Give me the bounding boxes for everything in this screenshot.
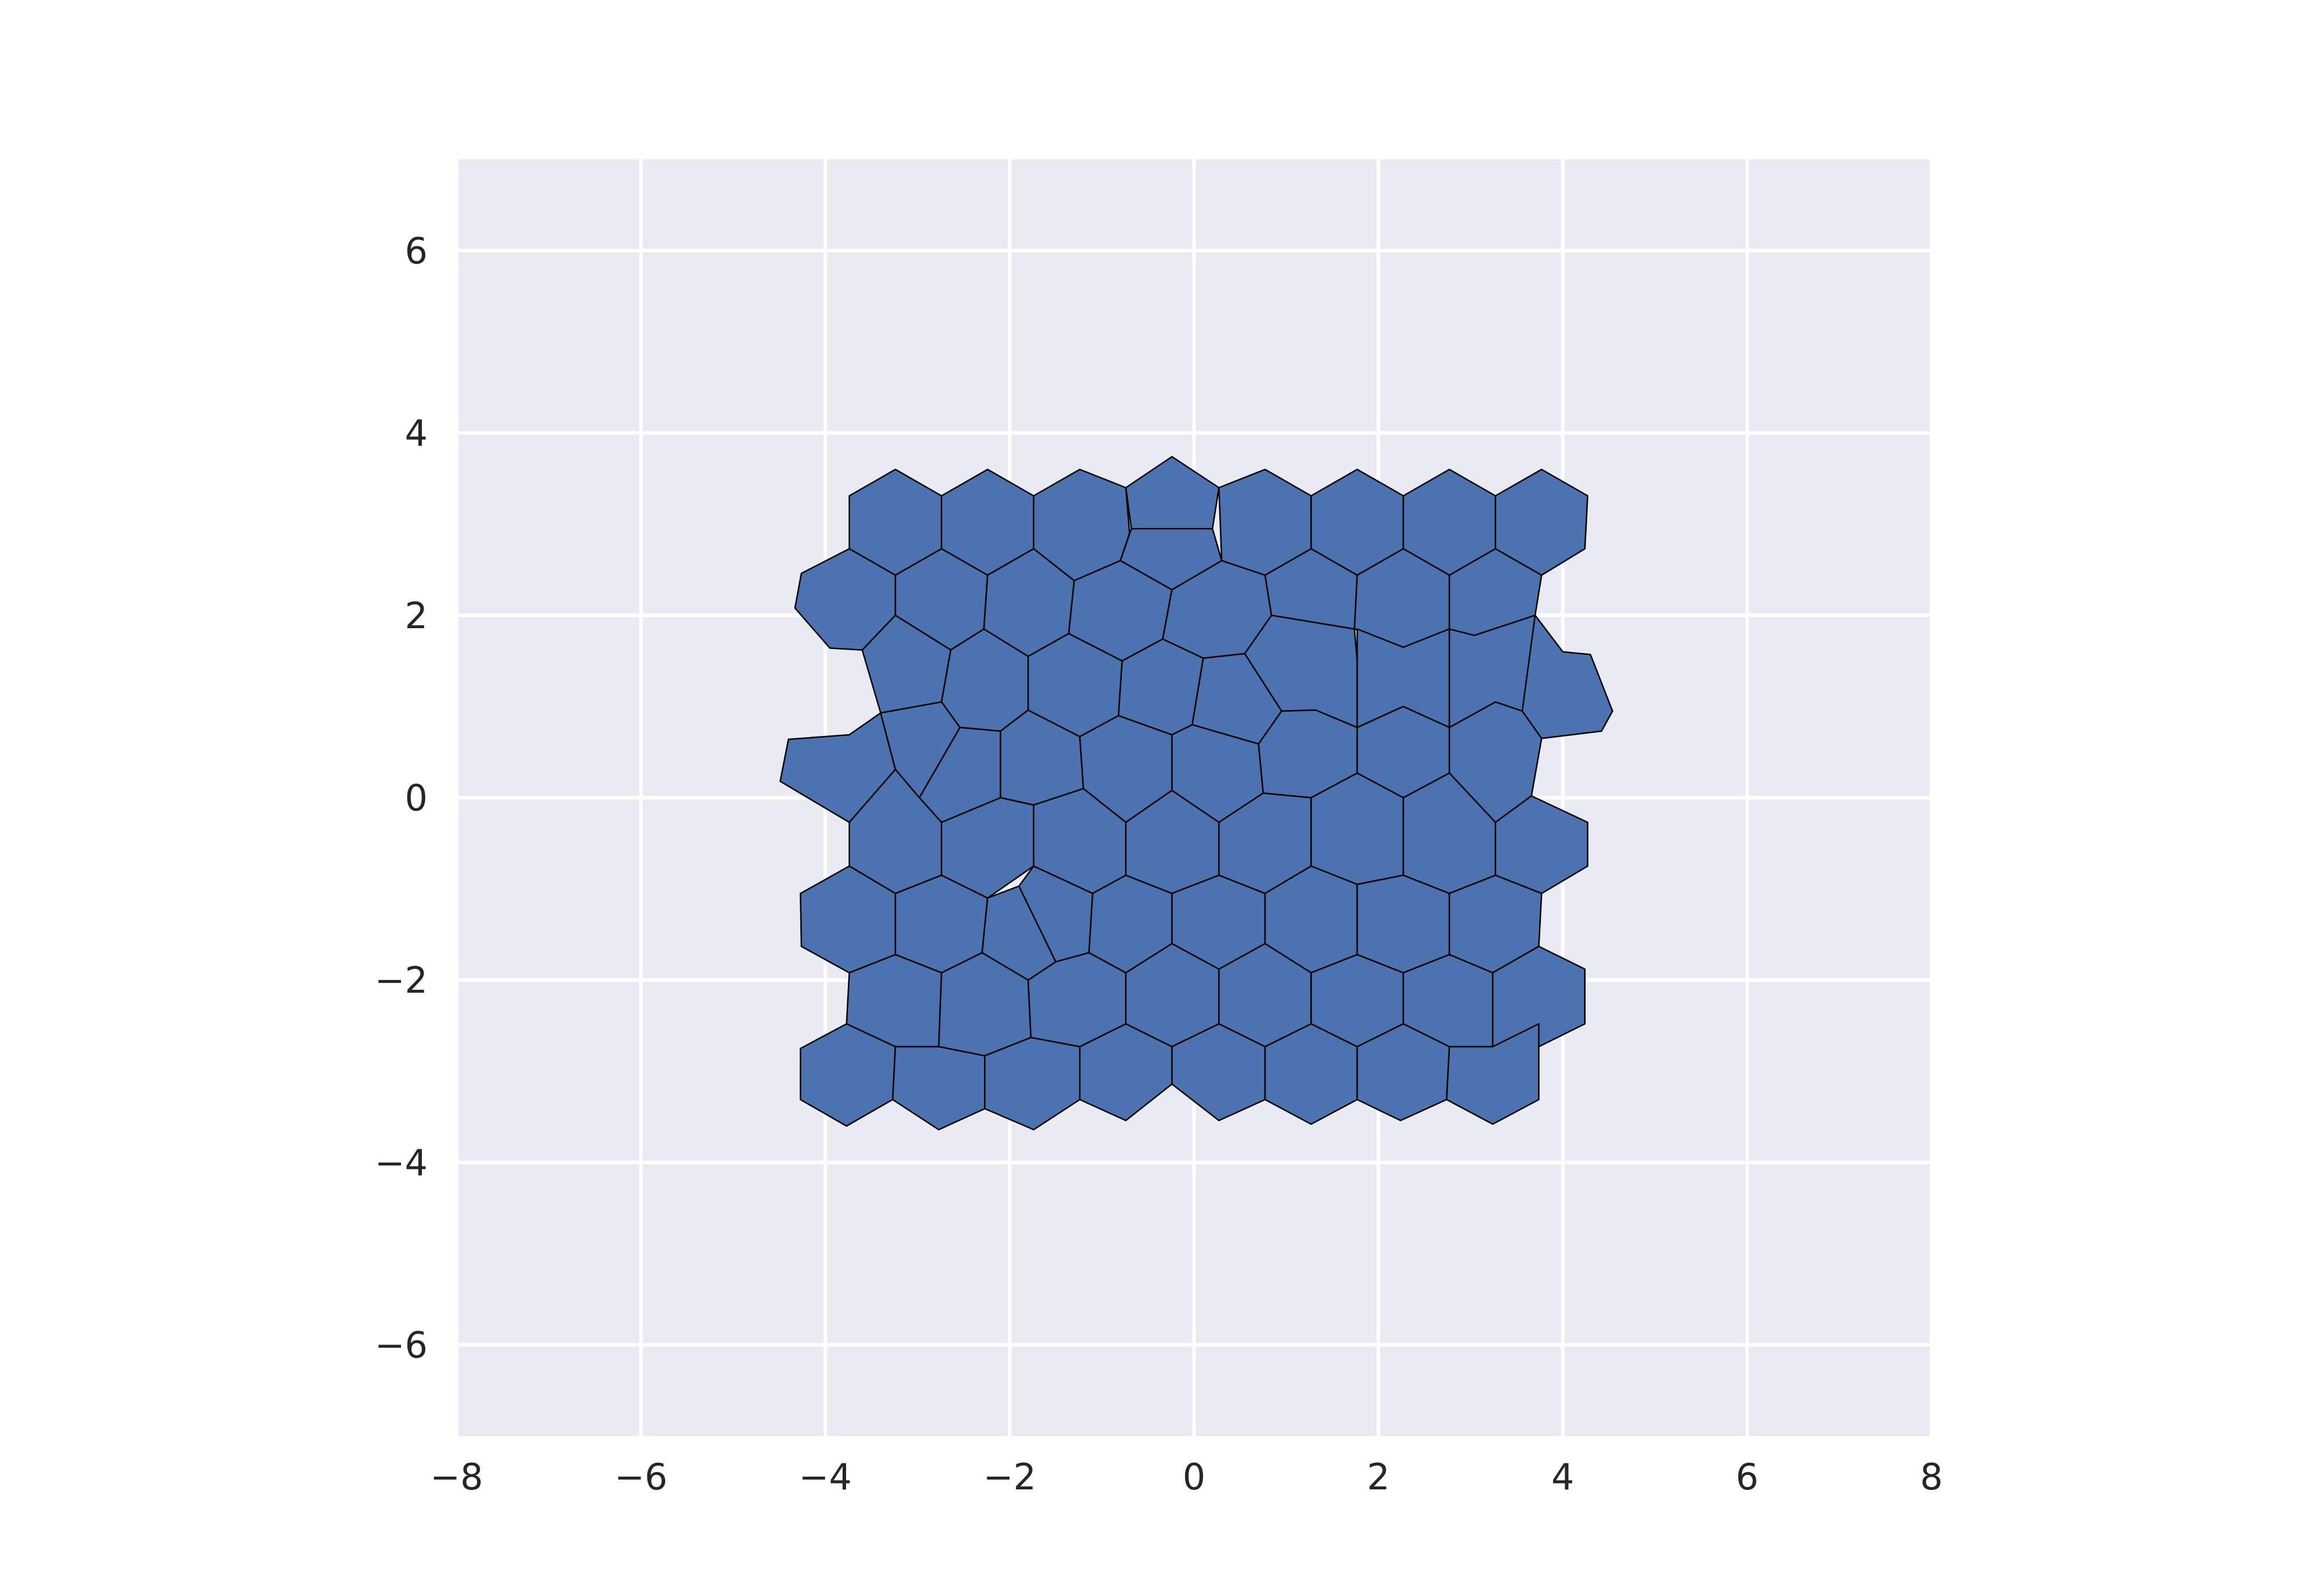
x-axis-ticks: −8 −6 −4 −2 0 2 4 6 8 <box>430 1456 1942 1498</box>
x-tick-label: 0 <box>1183 1456 1205 1498</box>
x-tick-label: −6 <box>614 1456 667 1498</box>
voronoi-cell <box>1310 772 1404 886</box>
voronoi-cell <box>1356 874 1450 974</box>
voronoi-cell <box>1446 1023 1540 1125</box>
y-tick-label: 0 <box>405 777 428 819</box>
y-tick-label: −4 <box>375 1142 428 1184</box>
x-tick-label: −8 <box>430 1456 483 1498</box>
y-tick-label: 4 <box>405 412 428 454</box>
y-tick-label: 6 <box>405 229 428 272</box>
voronoi-cell <box>1125 456 1220 530</box>
y-axis-ticks: −6 −4 −2 0 2 4 6 <box>375 229 428 1366</box>
y-tick-label: 2 <box>405 595 428 637</box>
voronoi-cells <box>779 456 1613 1131</box>
y-tick-label: −6 <box>375 1324 428 1367</box>
x-tick-label: 2 <box>1367 1456 1390 1498</box>
x-tick-label: −2 <box>983 1456 1036 1498</box>
x-tick-label: 8 <box>1920 1456 1942 1498</box>
y-tick-label: −2 <box>375 959 428 1001</box>
x-tick-label: −4 <box>799 1456 852 1498</box>
x-tick-label: 4 <box>1551 1456 1574 1498</box>
x-tick-label: 6 <box>1736 1456 1758 1498</box>
